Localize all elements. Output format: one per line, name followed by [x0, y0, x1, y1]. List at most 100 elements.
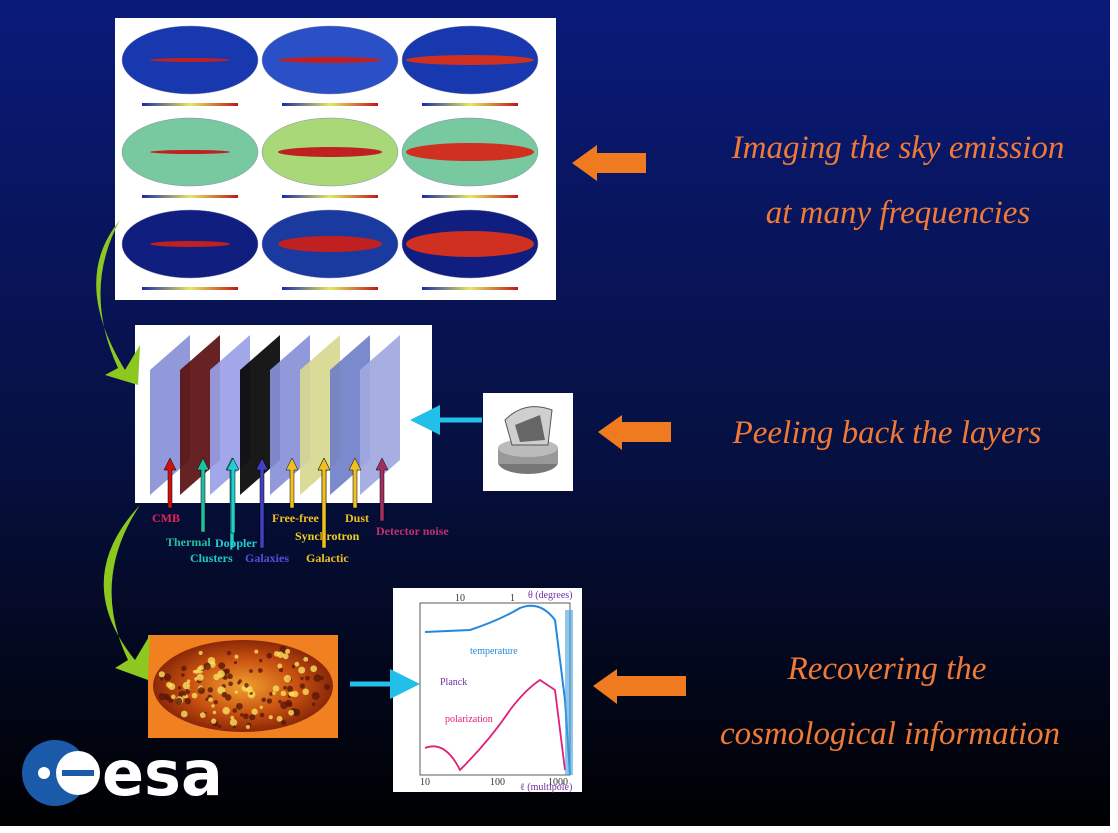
layer — [360, 335, 400, 495]
color-bar — [142, 195, 238, 198]
component-label: Clusters — [190, 551, 233, 565]
speckle — [298, 666, 306, 674]
plot-tick: 1 — [510, 593, 515, 604]
layers — [150, 335, 400, 495]
speckle — [234, 654, 239, 659]
speckle — [302, 688, 310, 696]
component-label: Dust — [345, 511, 369, 525]
speckle — [311, 702, 316, 707]
speckle — [277, 663, 283, 669]
plot-tick: 10 — [455, 593, 465, 604]
satellite — [498, 406, 558, 474]
speckle — [319, 676, 324, 681]
speckle — [217, 670, 225, 678]
speckle — [182, 681, 191, 690]
galactic-band — [150, 150, 230, 154]
speckle — [198, 650, 203, 655]
color-bar — [282, 195, 378, 198]
speckle — [175, 697, 183, 705]
color-bar — [142, 103, 238, 106]
speckle — [229, 718, 238, 727]
speckle — [208, 697, 213, 702]
speckle — [280, 690, 287, 697]
edge — [0, 826, 1118, 833]
speckle — [246, 686, 253, 693]
speckle — [272, 691, 276, 695]
speckle — [192, 669, 197, 674]
plot-tick: 1000 — [548, 777, 568, 788]
speckle — [228, 681, 233, 687]
speckle — [199, 712, 206, 719]
speckle — [158, 692, 166, 701]
speckle — [288, 709, 295, 716]
speckle — [191, 692, 198, 699]
color-bar — [282, 103, 378, 106]
speckle — [212, 710, 217, 715]
speckle — [272, 685, 280, 692]
orange-arrows — [572, 145, 686, 704]
caption: Imaging the sky emission — [731, 130, 1065, 166]
layer-arrow — [255, 457, 269, 549]
speckle — [222, 706, 230, 715]
speckle — [286, 685, 294, 692]
speckle — [305, 675, 310, 681]
speckle — [285, 699, 293, 707]
speckle — [184, 697, 192, 705]
speckle — [323, 683, 331, 691]
speckle — [160, 677, 164, 681]
speckle — [165, 695, 171, 701]
speckle — [313, 674, 322, 682]
speckle — [197, 687, 205, 695]
layer-arrow — [196, 457, 210, 533]
speckle — [211, 704, 215, 708]
speckle — [235, 702, 243, 710]
plot-label: Planck — [440, 677, 467, 688]
speckle — [245, 724, 251, 729]
component-label: Thermal — [166, 535, 211, 549]
speckle — [198, 665, 204, 671]
speckle — [218, 724, 222, 728]
component-label: Detector noise — [376, 524, 449, 538]
speckle — [283, 675, 292, 683]
layer-arrow — [317, 457, 331, 549]
speckle — [283, 685, 287, 690]
speckle — [249, 714, 256, 721]
speckle — [230, 715, 235, 720]
speckle — [258, 658, 263, 663]
speckle — [227, 673, 233, 680]
caption: at many frequencies — [766, 195, 1031, 231]
speckle — [186, 679, 191, 684]
component-label: Doppler — [215, 536, 258, 550]
speckle — [182, 695, 186, 699]
speckle — [280, 719, 287, 726]
speckle — [225, 694, 232, 701]
speckle — [238, 679, 242, 683]
galactic-band — [278, 147, 382, 157]
green-arrows — [96, 220, 150, 680]
speckle — [180, 710, 188, 718]
speckle — [311, 692, 320, 700]
plot-tick: 100 — [490, 777, 505, 788]
speckle — [234, 690, 238, 694]
speckle — [218, 662, 226, 670]
speckle — [244, 683, 249, 688]
plot-label: temperature — [470, 646, 518, 657]
speckle — [294, 661, 300, 667]
galactic-band — [278, 57, 382, 63]
speckle — [259, 712, 265, 718]
speckle — [239, 713, 244, 717]
speckle — [205, 697, 209, 701]
speckle — [257, 668, 263, 673]
color-bar — [422, 195, 518, 198]
speckle — [210, 718, 217, 724]
galactic-band — [278, 236, 382, 252]
speckle — [288, 691, 294, 697]
speckle — [254, 649, 259, 654]
layer-arrow — [226, 457, 240, 534]
speckle — [277, 651, 284, 658]
color-bar — [142, 287, 238, 290]
speckle — [269, 691, 273, 696]
speckle — [303, 656, 309, 662]
speckle — [242, 713, 249, 720]
